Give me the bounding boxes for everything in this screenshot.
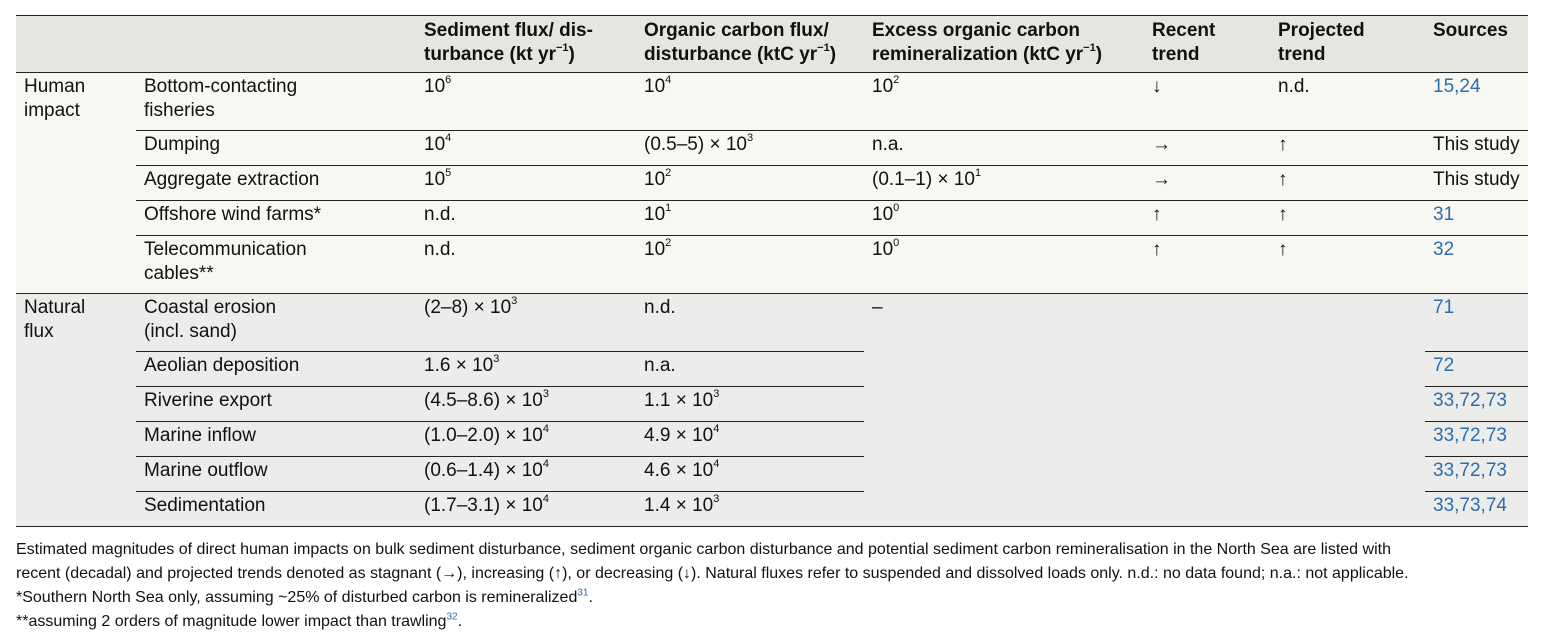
activity-cell: Marine outflow — [136, 456, 416, 492]
table-row: Offshore wind farms* n.d. 101 100 ↑ ↑ 31 — [16, 200, 1528, 236]
projected-trend-cell: ↑ — [1270, 130, 1425, 166]
source-link[interactable]: 33,73,74 — [1433, 495, 1507, 516]
organic-cell: 101 — [636, 200, 864, 236]
header-projected: Projected trend — [1278, 20, 1365, 65]
sources-cell: This study — [1425, 165, 1528, 201]
header-sources: Sources — [1433, 20, 1508, 41]
activity-cell: Aggregate extraction — [136, 165, 416, 201]
excess-cell: (0.1–1) × 101 — [864, 165, 1144, 201]
sediment-cell: n.d. — [416, 200, 636, 236]
sources-cell: 33,72,73 — [1425, 456, 1528, 492]
sources-cell: 33,72,73 — [1425, 386, 1528, 422]
sources-cell: 72 — [1425, 351, 1528, 387]
sediment-cell: (4.5–8.6) × 103 — [416, 386, 636, 422]
table-notes: Estimated magnitudes of direct human imp… — [16, 538, 1531, 634]
source-link[interactable]: 72 — [1433, 355, 1455, 376]
organic-cell: 1.4 × 103 — [636, 491, 864, 527]
activity-cell: Aeolian deposition — [136, 351, 416, 387]
header-activity — [136, 16, 416, 73]
organic-cell: 102 — [636, 235, 864, 294]
organic-cell: 1.1 × 103 — [636, 386, 864, 422]
activity-cell: Telecommunication cables** — [136, 235, 416, 294]
table-row: Natural flux Coastal erosion (incl. sand) … — [16, 293, 1528, 527]
table-row: Dumping 104 (0.5–5) × 103 n.a. → ↑ This … — [16, 130, 1528, 166]
projected-trend-cell: ↑ — [1270, 200, 1425, 236]
excess-cell: 100 — [864, 200, 1144, 236]
recent-trend-cell: → — [1144, 130, 1270, 166]
sediment-cell: (0.6–1.4) × 104 — [416, 456, 636, 492]
source-link[interactable]: 15,24 — [1433, 76, 1481, 97]
excess-cell: 100 — [864, 235, 1144, 294]
organic-cell: 4.6 × 104 — [636, 456, 864, 492]
group-human: Human impact — [16, 72, 136, 294]
projected-trend-cell: n.d. — [1270, 72, 1425, 131]
excess-cell-merged: – — [864, 293, 1425, 527]
sources-cell: 32 — [1425, 235, 1528, 294]
sources-cell: 15,24 — [1425, 72, 1528, 131]
sediment-cell: n.d. — [416, 235, 636, 294]
header-recent: Recent trend — [1152, 20, 1216, 65]
activity-cell: Riverine export — [136, 386, 416, 422]
source-link[interactable]: 33,72,73 — [1433, 425, 1507, 446]
activity-cell: Offshore wind farms* — [136, 200, 416, 236]
data-table: Sediment flux/ dis-turbance (kt yr−1) Or… — [16, 15, 1528, 527]
excess-cell: n.a. — [864, 130, 1144, 166]
sediment-cell: 106 — [416, 72, 636, 131]
header-sediment: Sediment flux/ dis-turbance (kt yr−1) — [424, 20, 593, 65]
header-excess: Excess organic carbon remineralization (k… — [872, 20, 1103, 65]
source-link[interactable]: 33,72,73 — [1433, 460, 1507, 481]
sediment-cell: 104 — [416, 130, 636, 166]
activity-cell: Dumping — [136, 130, 416, 166]
header-row: Sediment flux/ dis-turbance (kt yr−1) Or… — [16, 15, 1528, 73]
sources-cell: 31 — [1425, 200, 1528, 236]
recent-trend-cell: ↑ — [1144, 200, 1270, 236]
source-link[interactable]: 71 — [1433, 297, 1455, 318]
reference-link[interactable]: 32 — [446, 611, 458, 623]
recent-trend-cell: → — [1144, 165, 1270, 201]
recent-trend-cell: ↓ — [1144, 72, 1270, 131]
source-link[interactable]: 32 — [1433, 239, 1455, 260]
group-natural: Natural flux — [16, 293, 136, 527]
sources-cell: This study — [1425, 130, 1528, 166]
source-link[interactable]: 31 — [1433, 204, 1455, 225]
table-row: Sedimentation (1.7–3.1) × 104 1.4 × 103 … — [16, 491, 1528, 527]
sediment-cell: 1.6 × 103 — [416, 351, 636, 387]
header-organic: Organic carbon flux/disturbance (ktC yr−… — [644, 20, 837, 65]
sediment-cell: (2–8) × 103 — [416, 293, 636, 352]
activity-cell: Coastal erosion (incl. sand) — [136, 293, 416, 352]
sources-cell: 33,73,74 — [1425, 491, 1528, 527]
organic-cell: 102 — [636, 165, 864, 201]
organic-cell: 4.9 × 104 — [636, 421, 864, 457]
activity-cell: Bottom-contacting fisheries — [136, 72, 416, 131]
header-group — [16, 16, 136, 73]
sources-cell: 33,72,73 — [1425, 421, 1528, 457]
projected-trend-cell: ↑ — [1270, 235, 1425, 294]
organic-cell: n.a. — [636, 351, 864, 387]
organic-cell: (0.5–5) × 103 — [636, 130, 864, 166]
note-line: **assuming 2 orders of magnitude lower i… — [16, 611, 463, 630]
activity-cell: Marine inflow — [136, 421, 416, 457]
excess-cell: 102 — [864, 72, 1144, 131]
sources-cell: 71 — [1425, 293, 1528, 352]
organic-cell: n.d. — [636, 293, 864, 352]
organic-cell: 104 — [636, 72, 864, 131]
table-row: Human impact Bottom-contacting fisheries 1… — [16, 72, 1528, 294]
sediment-cell: (1.7–3.1) × 104 — [416, 491, 636, 527]
sediment-cell: (1.0–2.0) × 104 — [416, 421, 636, 457]
recent-trend-cell: ↑ — [1144, 235, 1270, 294]
sediment-cell: 105 — [416, 165, 636, 201]
projected-trend-cell: ↑ — [1270, 165, 1425, 201]
table-row: Telecommunication cables** n.d. 102 100 ↑… — [16, 235, 1528, 294]
note-line: recent (decadal) and projected trends de… — [16, 565, 1409, 582]
source-link[interactable]: 33,72,73 — [1433, 390, 1507, 411]
reference-link[interactable]: 31 — [577, 587, 589, 599]
activity-cell: Sedimentation — [136, 491, 416, 527]
note-line: Estimated magnitudes of direct human imp… — [16, 541, 1391, 558]
table-row: Aggregate extraction 105 102 (0.1–1) × 1… — [16, 165, 1528, 201]
note-line: *Southern North Sea only, assuming ~25% … — [16, 587, 593, 606]
